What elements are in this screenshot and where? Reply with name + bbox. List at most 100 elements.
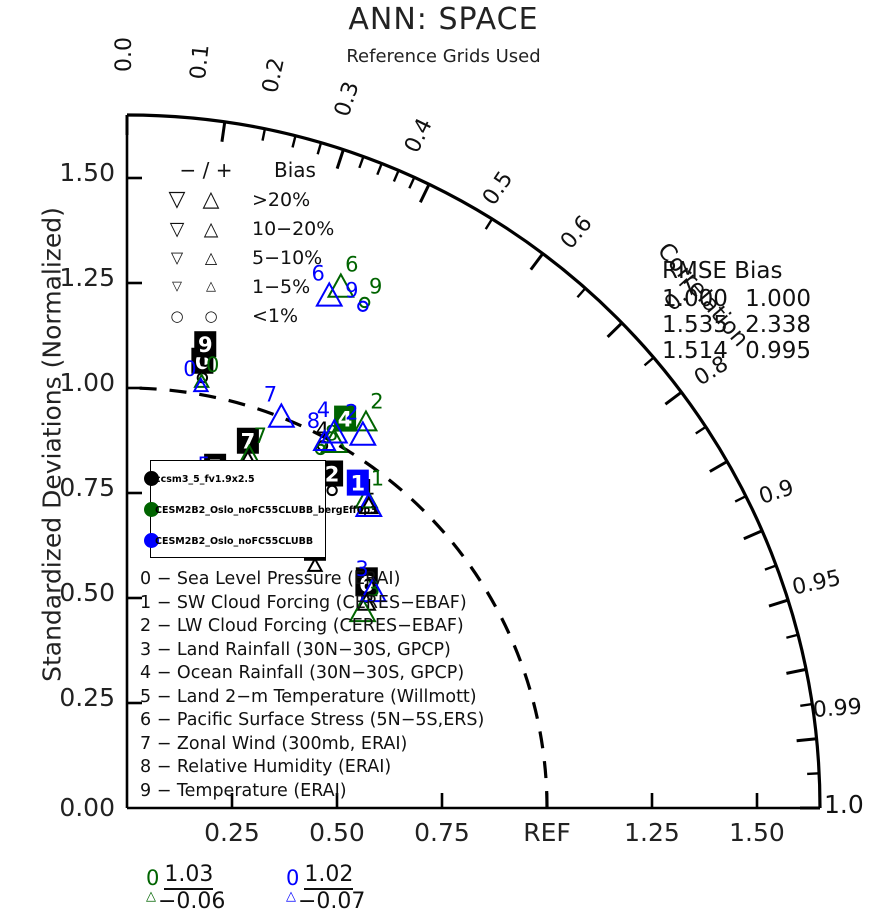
svg-text:9: 9 [345, 278, 358, 302]
data-point: 1 [346, 469, 383, 517]
data-point: 3 [355, 557, 388, 603]
variable-legend-item: 4 − Ocean Rainfall (30N−30S, GPCP) [140, 663, 465, 683]
footer-index: 0 [286, 866, 300, 890]
stats-bias: 0.995 [745, 338, 812, 364]
svg-text:1: 1 [371, 466, 384, 490]
x-tick-label: 1.25 [624, 818, 680, 847]
variable-legend-item: 0 − Sea Level Pressure (ERAI) [140, 569, 401, 589]
stats-rmse: 1.535 [662, 312, 728, 338]
page-subtitle: Reference Grids Used [346, 46, 541, 67]
svg-text:2: 2 [370, 389, 383, 413]
variable-legend-item: 1 − SW Cloud Forcing (CERES−EBAF) [140, 592, 467, 613]
data-point: 0 [193, 353, 219, 388]
bias-legend-label: >20% [252, 188, 311, 211]
model-legend-box: ccsm3_5_fv1.9x2.5 CESM2B2_Oslo_noFC55CLU… [144, 460, 377, 558]
bias-legend-row: ▽ △ >20% [160, 185, 334, 214]
bias-symbols-header: − / + [179, 158, 233, 182]
svg-text:2: 2 [325, 462, 340, 486]
bias-legend-label: 1−5% [252, 275, 311, 298]
svg-text:6: 6 [312, 261, 325, 285]
stats-header: RMSE Bias [662, 258, 783, 284]
legend-marker-dot [144, 471, 159, 486]
x-tick-label: 0.75 [414, 818, 470, 847]
y-axis-label: Standardized Deviations (Normalized) [37, 207, 67, 682]
bias-legend-label: <1% [252, 304, 299, 327]
triangle-up-icon: △ [146, 889, 156, 904]
x-tick-label: 0.25 [204, 818, 260, 847]
triangle-down-icon: ▽ [168, 187, 186, 212]
y-tick-label: 0.50 [59, 578, 115, 607]
page-title: ANN: SPACE [348, 2, 539, 37]
footer-index: 0 [146, 866, 160, 890]
bias-legend-row: ○ ○ <1% [160, 301, 334, 330]
data-point: 6 [312, 261, 344, 307]
svg-text:0: 0 [206, 353, 219, 377]
correlation-ticks [125, 115, 820, 810]
bias-legend-label: 5−10% [252, 246, 323, 269]
variable-legend-item: 9 − Temperature (ERAI) [140, 780, 347, 801]
variable-legend-item: 7 − Zonal Wind (300mb, ERAI) [140, 733, 408, 754]
y-tick-label: 0.75 [59, 473, 115, 502]
stats-rmse: 1.000 [662, 286, 728, 312]
variable-legend-item: 5 − Land 2−m Temperature (Willmott) [140, 686, 477, 707]
footer-value: 1.02 [304, 862, 354, 890]
legend-model-label: CESM2B2_Oslo_noFC55CLUBB [155, 536, 314, 547]
data-point: 6 [326, 252, 359, 298]
correlation-label-0-1: 0.1 [186, 43, 215, 81]
svg-text:9: 9 [369, 274, 382, 298]
plot-frame [125, 113, 822, 810]
bias-legend-row: ▽ △ 1−5% [160, 272, 334, 301]
svg-text:7: 7 [254, 424, 267, 448]
svg-text:3: 3 [355, 557, 368, 581]
bias-legend-title: Bias [274, 158, 316, 182]
y-axis-ticks [127, 176, 142, 705]
svg-text:4: 4 [317, 398, 330, 422]
x-tick-label: REF [523, 818, 571, 847]
footer-stat-green: 0 1.03 △ −0.06 [146, 862, 225, 914]
triangle-down-icon: ▽ [172, 279, 182, 294]
stats-rmse: 1.514 [662, 338, 728, 364]
data-point: 0 [183, 357, 210, 393]
stats-bias: 2.338 [745, 312, 812, 338]
correlation-label-1: 1.0 [824, 790, 864, 819]
y-tick-label: 1.50 [59, 158, 115, 187]
reference-std-arc [126, 386, 549, 809]
data-point: 2 [353, 389, 384, 432]
data-point: 8 [307, 409, 337, 452]
data-point: 4 [317, 398, 349, 444]
footer-bias: −0.07 [298, 889, 366, 914]
legend-marker-dot [144, 502, 159, 517]
variable-legend-item: 8 − Relative Humidity (ERAI) [140, 757, 392, 777]
svg-text:7: 7 [264, 382, 277, 406]
stats-row: 1.514 0.995 [662, 338, 811, 364]
data-point: 7 [264, 382, 296, 428]
svg-text:6: 6 [359, 572, 374, 596]
data-point: 9 [194, 331, 217, 367]
circle-icon: ○ [204, 306, 218, 325]
legend-marker-dot [144, 533, 159, 548]
bias-legend: − / + Bias ▽ △ >20% ▽ △ 10−20% ▽ △ 5−10%… [160, 155, 335, 330]
data-point: 9 [345, 278, 369, 312]
bias-legend-row: ▽ △ 10−20% [160, 214, 335, 243]
svg-text:8: 8 [307, 409, 320, 433]
footer-value: 1.03 [164, 862, 214, 890]
stats-table: RMSE Bias 1.000 1.000 1.535 2.338 1.514 … [662, 258, 811, 364]
footer-bias: −0.06 [158, 889, 226, 914]
correlation-label-0-99: 0.99 [812, 694, 863, 723]
stats-row: 1.535 2.338 [662, 312, 811, 338]
svg-text:4: 4 [338, 408, 353, 432]
svg-text:9: 9 [198, 333, 213, 357]
data-point: 2 [321, 460, 344, 497]
variable-legend-item: 2 − LW Cloud Forcing (CERES−EBAF) [140, 616, 464, 636]
y-tick-label: 0.25 [59, 683, 115, 712]
x-tick-label: 0.50 [309, 818, 365, 847]
triangle-up-icon: △ [286, 889, 296, 904]
y-tick-label: 0.00 [59, 793, 115, 822]
variable-legend: 0 − Sea Level Pressure (ERAI) 1 − SW Clo… [140, 568, 484, 803]
variable-legend-item: 6 − Pacific Surface Stress (5N−5S,ERS) [140, 710, 485, 730]
variable-legend-item: 3 − Land Rainfall (30N−30S, GPCP) [140, 639, 451, 660]
svg-text:6: 6 [345, 252, 358, 276]
triangle-up-icon: △ [203, 217, 219, 240]
bias-legend-row: ▽ △ 5−10% [160, 243, 334, 272]
